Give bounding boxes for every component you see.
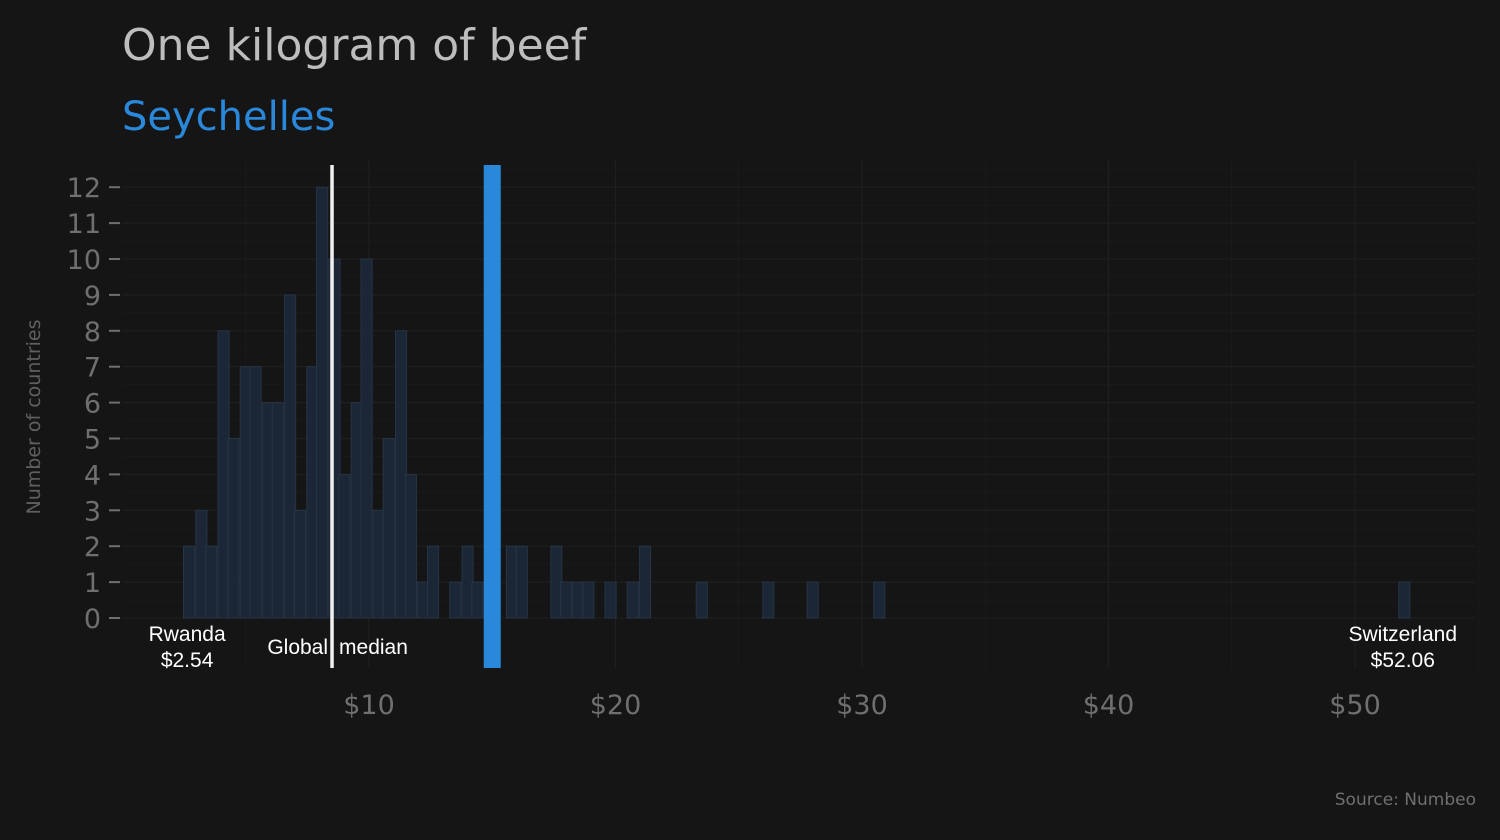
histogram-bar — [515, 545, 528, 619]
histogram-bar — [227, 438, 240, 619]
histogram-bar — [762, 581, 775, 619]
histogram-bar — [205, 545, 218, 619]
histogram-bar — [271, 402, 284, 619]
annotation-country: Rwanda — [149, 623, 226, 646]
y-tick-label: 12 — [67, 173, 101, 204]
histogram-bar — [639, 545, 652, 619]
histogram-bar — [604, 581, 617, 619]
histogram-bar — [582, 581, 595, 619]
histogram-bar — [183, 545, 196, 619]
y-tick-label: 8 — [84, 317, 101, 348]
histogram-bar — [806, 581, 819, 619]
y-tick-label: 2 — [84, 532, 101, 563]
x-tick-label: $30 — [836, 690, 888, 721]
chart-subtitle: Seychelles — [122, 94, 335, 140]
y-tick-label: 5 — [84, 425, 101, 456]
x-tick-label: $20 — [590, 690, 642, 721]
histogram-bar — [1398, 581, 1411, 619]
y-tick-label: 7 — [84, 353, 101, 384]
median-label-left: Global — [267, 636, 328, 659]
y-tick-label: 10 — [67, 245, 101, 276]
y-tick-label: 0 — [84, 604, 101, 635]
median-label-right: median — [339, 636, 408, 659]
source-note: Source: Numbeo — [1335, 790, 1476, 810]
histogram-bar — [695, 581, 708, 619]
y-axis-label: Number of countries — [23, 319, 45, 514]
histogram-bar — [560, 581, 573, 619]
annotation-country: Switzerland — [1348, 623, 1457, 646]
histogram-bar — [427, 545, 440, 619]
annotation-price: $2.54 — [161, 649, 214, 672]
annotation-price: $52.06 — [1371, 649, 1435, 672]
histogram-bar — [249, 366, 262, 619]
histogram-bar — [338, 473, 351, 619]
histogram-bar — [449, 581, 462, 619]
histogram-bar — [382, 438, 395, 619]
histogram-bar — [316, 186, 329, 619]
histogram-bar — [873, 581, 886, 619]
histogram-bar — [404, 473, 417, 619]
x-tick-label: $50 — [1329, 690, 1381, 721]
y-tick-label: 3 — [84, 496, 101, 527]
histogram-bar — [626, 581, 639, 619]
histogram-bar — [471, 581, 484, 619]
histogram-bar — [360, 258, 373, 619]
x-tick-label: $40 — [1083, 690, 1135, 721]
y-tick-label: 1 — [84, 568, 101, 599]
y-tick-label: 4 — [84, 460, 101, 491]
histogram-bar — [293, 509, 307, 619]
histogram-bar — [328, 258, 341, 619]
x-axis-ticks: $10 $20 $30 $40 $50 — [343, 690, 1381, 721]
annotations: Rwanda $2.54 Switzerland $52.06 Global median — [149, 623, 1457, 672]
chart-title: One kilogram of beef — [122, 20, 588, 71]
x-tick-label: $10 — [343, 690, 395, 721]
y-tick-label: 6 — [84, 389, 101, 420]
histogram-bars — [183, 186, 1411, 619]
y-tick-label: 11 — [67, 209, 101, 240]
y-tick-label: 9 — [84, 281, 101, 312]
histogram-bar — [284, 294, 297, 619]
